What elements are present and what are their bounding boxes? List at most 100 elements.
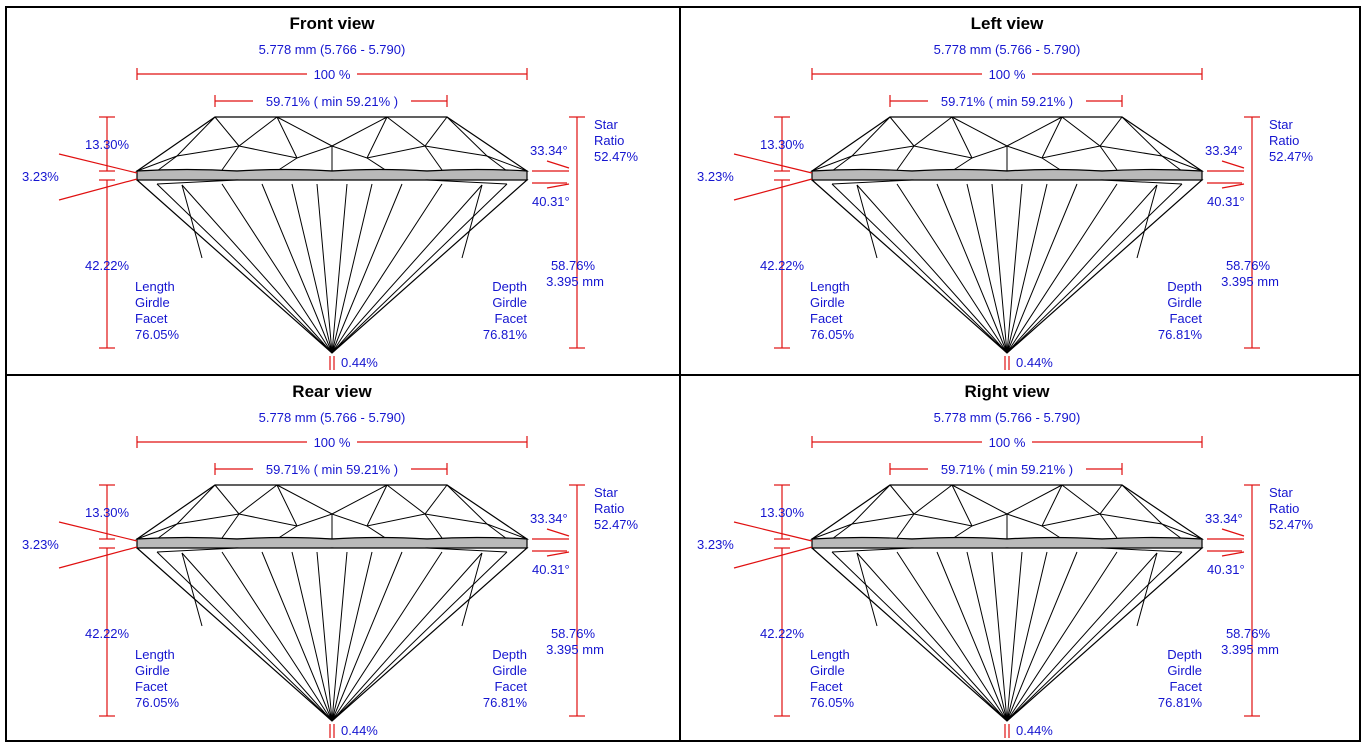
table-dimension: 59.71% ( min 59.21% ) — [214, 93, 448, 109]
view-title: Rear view — [292, 382, 372, 401]
culet-marker — [1004, 724, 1010, 738]
pavilion-facets — [156, 179, 508, 354]
crown-angle-label: 33.34° — [530, 143, 568, 158]
pavilion-angle-label: 40.31° — [1207, 194, 1245, 209]
star-ratio-value: 52.47% — [1269, 517, 1314, 532]
right-dimensions — [532, 484, 585, 717]
length-girdle-label-2: Girdle — [135, 295, 170, 310]
crown-facets — [136, 116, 528, 172]
girdle-thickness-label: 3.23% — [22, 537, 59, 552]
depth-girdle-label-3: Facet — [1169, 679, 1202, 694]
culet-marker — [329, 356, 335, 370]
pavilion-depth-label: 42.22% — [760, 626, 805, 641]
width-dimension: 100 % — [136, 66, 528, 82]
crown-facets — [811, 116, 1203, 172]
pavilion-depth-label: 42.22% — [85, 626, 130, 641]
width-pct-label: 100 % — [314, 67, 351, 82]
total-depth-mm-label: 3.395 mm — [546, 642, 604, 657]
crown-angle-label: 33.34° — [1205, 511, 1243, 526]
crown-height-label: 13.30% — [85, 505, 130, 520]
star-ratio-label-2: Ratio — [594, 133, 624, 148]
depth-girdle-label-2: Girdle — [492, 663, 527, 678]
width-pct-label: 100 % — [989, 67, 1026, 82]
horizontal-divider — [5, 374, 1361, 376]
length-girdle-label-3: Facet — [135, 679, 168, 694]
width-pct-label: 100 % — [989, 435, 1026, 450]
crown-height-label: 13.30% — [760, 505, 805, 520]
total-depth-mm-label: 3.395 mm — [1221, 642, 1279, 657]
pavilion-facets — [831, 179, 1183, 354]
total-depth-mm-label: 3.395 mm — [546, 274, 604, 289]
left-dimensions — [733, 484, 813, 717]
panel-right-view: Right view 5.778 mm (5.766 - 5.790) 100 … — [682, 376, 1357, 742]
length-girdle-label-1: Length — [810, 279, 850, 294]
star-ratio-label-1: Star — [1269, 485, 1294, 500]
total-depth-pct-label: 58.76% — [1226, 258, 1271, 273]
pavilion-outline — [810, 547, 1204, 722]
depth-girdle-label-2: Girdle — [1167, 295, 1202, 310]
length-girdle-value: 76.05% — [810, 695, 855, 710]
pavilion-depth-label: 42.22% — [85, 258, 130, 273]
pavilion-outline — [810, 179, 1204, 354]
length-girdle-value: 76.05% — [135, 695, 180, 710]
view-title: Right view — [964, 382, 1050, 401]
left-dimensions — [733, 116, 813, 349]
star-ratio-label-1: Star — [594, 485, 619, 500]
pavilion-facets — [156, 547, 508, 722]
length-girdle-value: 76.05% — [810, 327, 855, 342]
length-girdle-value: 76.05% — [135, 327, 180, 342]
total-depth-pct-label: 58.76% — [551, 626, 596, 641]
length-girdle-label-2: Girdle — [810, 295, 845, 310]
diameter-label: 5.778 mm (5.766 - 5.790) — [259, 410, 406, 425]
table-dimension: 59.71% ( min 59.21% ) — [889, 93, 1123, 109]
right-dimensions — [1207, 116, 1260, 349]
table-label: 59.71% ( min 59.21% ) — [941, 94, 1073, 109]
crown-facets — [811, 484, 1203, 540]
length-girdle-label-1: Length — [135, 647, 175, 662]
crown-facets — [136, 484, 528, 540]
total-depth-pct-label: 58.76% — [551, 258, 596, 273]
total-depth-pct-label: 58.76% — [1226, 626, 1271, 641]
left-dimensions — [58, 116, 138, 349]
depth-girdle-value: 76.81% — [1158, 695, 1203, 710]
table-label: 59.71% ( min 59.21% ) — [266, 94, 398, 109]
length-girdle-label-3: Facet — [810, 679, 843, 694]
depth-girdle-value: 76.81% — [483, 327, 528, 342]
width-dimension: 100 % — [136, 434, 528, 450]
diameter-label: 5.778 mm (5.766 - 5.790) — [934, 42, 1081, 57]
pavilion-angle-label: 40.31° — [1207, 562, 1245, 577]
panel-front-view: Front view 5.778 mm (5.766 - 5.790) 100 … — [7, 8, 682, 374]
depth-girdle-label-1: Depth — [492, 647, 527, 662]
culet-marker — [329, 724, 335, 738]
width-dimension: 100 % — [811, 66, 1203, 82]
crown-height-label: 13.30% — [85, 137, 130, 152]
depth-girdle-label-3: Facet — [1169, 311, 1202, 326]
view-title: Left view — [971, 14, 1045, 33]
depth-girdle-label-2: Girdle — [1167, 663, 1202, 678]
culet-marker — [1004, 356, 1010, 370]
crown-angle-label: 33.34° — [530, 511, 568, 526]
panel-left-view: Left view 5.778 mm (5.766 - 5.790) 100 %… — [682, 8, 1357, 374]
star-ratio-label-1: Star — [594, 117, 619, 132]
depth-girdle-label-2: Girdle — [492, 295, 527, 310]
length-girdle-label-3: Facet — [135, 311, 168, 326]
pavilion-facets — [831, 547, 1183, 722]
culet-label: 0.44% — [1016, 355, 1053, 370]
length-girdle-label-1: Length — [135, 279, 175, 294]
star-ratio-label-2: Ratio — [594, 501, 624, 516]
star-ratio-value: 52.47% — [594, 517, 639, 532]
depth-girdle-value: 76.81% — [1158, 327, 1203, 342]
width-pct-label: 100 % — [314, 435, 351, 450]
girdle-thickness-label: 3.23% — [22, 169, 59, 184]
left-dimensions — [58, 484, 138, 717]
crown-height-label: 13.30% — [760, 137, 805, 152]
culet-label: 0.44% — [1016, 723, 1053, 738]
culet-label: 0.44% — [341, 723, 378, 738]
star-ratio-value: 52.47% — [594, 149, 639, 164]
width-dimension: 100 % — [811, 434, 1203, 450]
star-ratio-value: 52.47% — [1269, 149, 1314, 164]
length-girdle-label-2: Girdle — [810, 663, 845, 678]
depth-girdle-label-1: Depth — [1167, 647, 1202, 662]
diameter-label: 5.778 mm (5.766 - 5.790) — [934, 410, 1081, 425]
depth-girdle-value: 76.81% — [483, 695, 528, 710]
